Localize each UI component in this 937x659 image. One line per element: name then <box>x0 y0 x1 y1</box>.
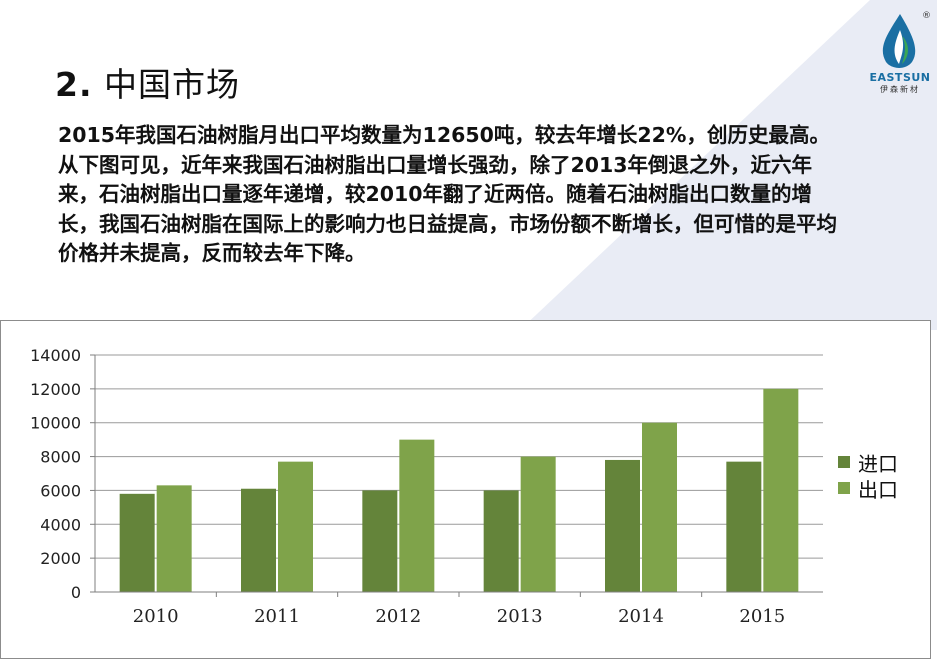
y-tick-label: 2000 <box>40 549 81 568</box>
bar-chart: 0 2000 4000 6000 8000 10000 12000 14000 2010 2011… <box>30 346 823 627</box>
y-tick-label: 6000 <box>40 481 81 500</box>
bar-import-2012 <box>362 490 398 592</box>
bar-export-2012 <box>399 439 435 592</box>
logo-subtitle: 伊森新材 <box>880 85 920 94</box>
x-tick-label: 2013 <box>497 606 543 627</box>
eastsun-logo: ® <box>882 11 931 68</box>
bar-export-2014 <box>642 422 677 592</box>
y-tick-label: 8000 <box>40 448 81 467</box>
bars <box>119 388 799 592</box>
bar-export-2013 <box>520 456 556 592</box>
heading-text: 中国市场 <box>104 65 240 104</box>
y-tick-label: 10000 <box>30 414 81 433</box>
legend-item-export: 出口 <box>838 475 898 502</box>
bar-import-2015 <box>726 461 762 592</box>
x-tick-label: 2011 <box>254 606 300 627</box>
bar-export-2015 <box>763 388 799 592</box>
x-tick-label: 2012 <box>375 606 421 627</box>
bar-import-2011 <box>241 488 276 592</box>
legend-label-import: 进口 <box>858 451 898 476</box>
bar-export-2011 <box>278 461 313 592</box>
heading-number: 2. <box>55 65 93 104</box>
x-tick-label: 2014 <box>618 606 664 627</box>
tick-labels: 0 2000 4000 6000 8000 10000 12000 14000 2010 2011… <box>30 346 785 627</box>
legend-item-import: 进口 <box>838 449 898 476</box>
slide-paragraph: 2015年我国石油树脂月出口平均数量为12650吨，较去年增长22%，创历史最高… <box>58 123 837 265</box>
bar-import-2013 <box>483 490 519 592</box>
legend-swatch-export <box>838 482 850 494</box>
legend-swatch-import <box>838 456 850 468</box>
gridlines <box>95 354 823 559</box>
x-tick-label: 2015 <box>739 606 785 627</box>
logo-brand: EASTSUN <box>869 71 931 84</box>
y-tick-label: 12000 <box>30 380 81 399</box>
axes <box>90 354 823 597</box>
registered-mark: ® <box>922 11 931 21</box>
bar-import-2010 <box>119 493 155 592</box>
chart-legend: 进口 出口 <box>838 449 898 502</box>
y-tick-label: 0 <box>71 583 81 602</box>
y-tick-label: 14000 <box>30 346 81 365</box>
bar-export-2010 <box>156 485 192 592</box>
legend-label-export: 出口 <box>858 477 898 502</box>
y-tick-label: 4000 <box>40 515 81 534</box>
slide-heading: 2. 中国市场 <box>55 58 240 106</box>
x-tick-label: 2010 <box>133 606 179 627</box>
bar-import-2014 <box>605 459 640 592</box>
